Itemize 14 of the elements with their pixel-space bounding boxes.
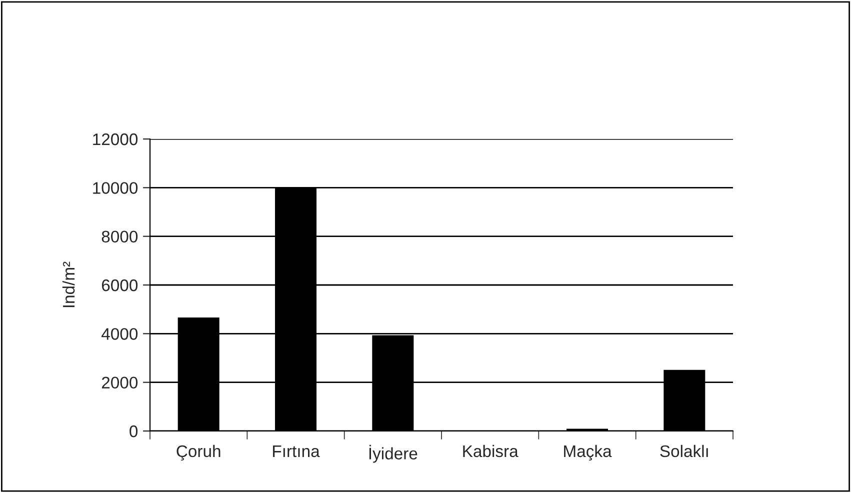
y-tick-label: 8000 [102,230,138,243]
y-tick-label: 12000 [93,133,138,146]
x-tick-label: Solaklı [660,444,708,458]
x-tick-label: Fırtına [273,446,320,458]
y-tick-label: 2000 [102,376,138,389]
y-tick-label: 10000 [93,182,138,194]
y-tick-label: 0 [130,425,138,438]
y-tick-label: 4000 [102,328,138,340]
x-tick-label: Maçka [564,444,612,460]
x-tick-label: Kabisra [463,444,518,458]
y-tick-label: 6000 [102,279,138,292]
x-tick-label: İyidere [369,444,418,463]
y-axis-title: Ind/m² [62,262,75,308]
x-tick-label: Çoruh [176,444,220,460]
